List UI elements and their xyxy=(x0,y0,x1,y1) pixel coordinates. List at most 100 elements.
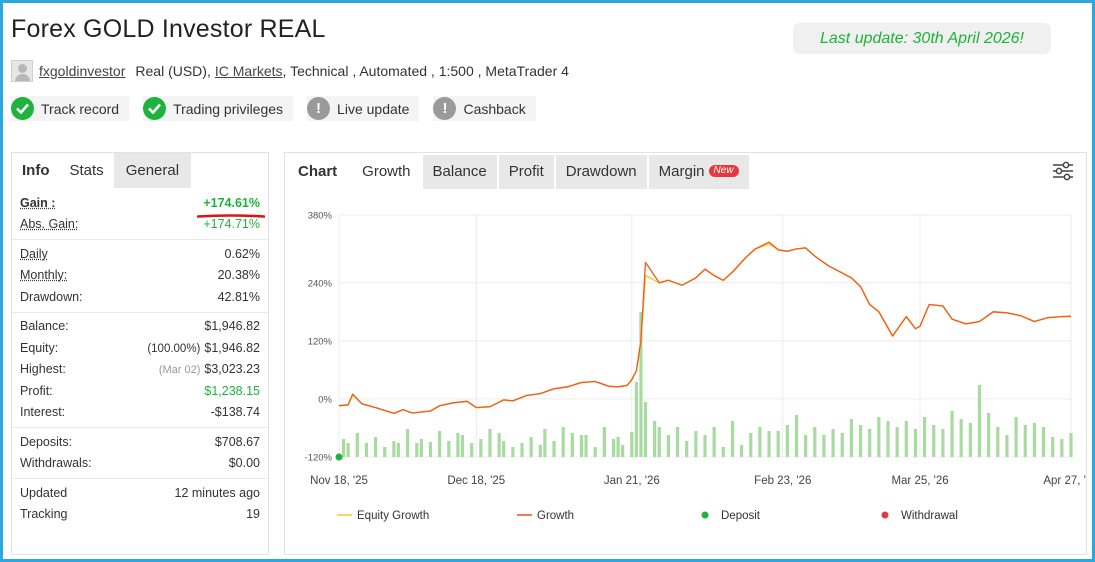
volume-bar xyxy=(543,429,547,457)
volume-bar xyxy=(822,435,826,457)
avatar[interactable] xyxy=(11,60,33,82)
tab-info[interactable]: Info xyxy=(12,153,60,188)
volume-bar xyxy=(712,427,716,457)
tab-balance[interactable]: Balance xyxy=(422,155,497,189)
x-tick-label: Nov 18, '25 xyxy=(310,475,368,487)
y-tick-label: -120% xyxy=(305,453,333,464)
volume-bar xyxy=(987,413,991,457)
tab-growth[interactable]: Growth xyxy=(352,155,421,189)
tab-chart[interactable]: Chart xyxy=(285,155,351,189)
exclamation-circle-icon: ! xyxy=(307,97,331,120)
badge-label: Track record xyxy=(41,100,120,117)
badge-cashback[interactable]: ! Cashback xyxy=(433,96,536,121)
volume-bar xyxy=(868,429,872,457)
verification-badges: Track record Trading privileges ! Live u… xyxy=(11,96,536,121)
volume-bar xyxy=(355,433,359,457)
badge-label: Cashback xyxy=(463,100,526,117)
volume-bar xyxy=(634,382,638,457)
volume-bar xyxy=(813,427,817,457)
chart-panel: Chart Growth Balance Profit Drawdown Mar… xyxy=(284,152,1087,555)
stats-panel: Info Stats General Gain : +174.61% Abs. … xyxy=(11,152,269,555)
volume-bar xyxy=(877,417,881,457)
volume-bar xyxy=(621,445,625,457)
volume-bar xyxy=(923,417,927,457)
stat-deposits: Deposits: $708.67 xyxy=(12,431,268,453)
badge-trading-privileges[interactable]: Trading privileges xyxy=(143,96,294,121)
badge-track-record[interactable]: Track record xyxy=(11,96,130,121)
stat-label: Balance: xyxy=(20,319,69,334)
stat-label[interactable]: Gain : xyxy=(20,195,56,210)
stat-label[interactable]: Abs. Gain: xyxy=(20,217,79,232)
volume-bar xyxy=(703,435,707,457)
badge-live-update[interactable]: ! Live update xyxy=(307,96,420,121)
volume-bar xyxy=(346,443,350,457)
stat-label: Deposits: xyxy=(20,434,73,449)
stat-value: $1,946.82 xyxy=(204,319,260,334)
volume-bar xyxy=(1032,423,1036,457)
stats-tabs: Info Stats General xyxy=(12,153,268,188)
volume-bar xyxy=(675,427,680,457)
volume-bar xyxy=(858,425,863,457)
volume-bar xyxy=(913,429,918,457)
tab-drawdown[interactable]: Drawdown xyxy=(555,155,647,189)
volume-bar xyxy=(479,439,483,457)
equity-percent: (100.00%) xyxy=(147,342,201,355)
broker-link[interactable]: IC Markets xyxy=(214,63,283,79)
stat-label: Tracking xyxy=(20,507,68,522)
page-title: Forex GOLD Investor REAL xyxy=(11,15,326,43)
tab-margin[interactable]: Margin New xyxy=(648,155,749,189)
volume-bar xyxy=(685,441,689,457)
volume-bar xyxy=(653,421,657,457)
volume-bar xyxy=(895,427,899,457)
volume-bar xyxy=(849,419,853,457)
stat-label: Profit: xyxy=(20,383,53,398)
stat-value: -$138.74 xyxy=(210,405,260,420)
volume-bar xyxy=(602,427,606,457)
legend-swatch xyxy=(881,511,889,519)
tab-general[interactable]: General xyxy=(113,153,192,188)
gain-group: Gain : +174.61% Abs. Gain: +174.71% xyxy=(12,188,268,239)
growth-chart: 380% 240% 120% 0% -120% Nov 18, '25 Dec 18, '2… xyxy=(305,211,1086,523)
stat-profit: Profit: $1,238.15 xyxy=(12,380,268,402)
legend-label: Growth xyxy=(537,510,574,522)
volume-bar xyxy=(447,441,451,457)
growth-line xyxy=(338,241,1072,415)
volume-bar xyxy=(630,432,634,457)
stat-equity: Equity: (100.00%) $1,946.82 xyxy=(12,337,268,359)
volume-bar xyxy=(428,442,433,457)
volume-bar xyxy=(776,431,780,457)
stat-value: 19 xyxy=(246,507,260,522)
rates-group: Daily 0.62% Monthly: 20.38% Drawdown: 42… xyxy=(12,239,268,312)
volume-bar xyxy=(666,435,670,457)
stat-value-wrap: (Mar 02) $3,023.23 xyxy=(159,362,260,376)
volume-bar xyxy=(1069,433,1073,457)
stat-label: Withdrawals: xyxy=(20,456,92,471)
volume-bar xyxy=(538,445,542,457)
tab-stats[interactable]: Stats xyxy=(59,153,114,188)
stat-value: $3,023.23 xyxy=(204,362,260,377)
username-link[interactable]: fxgoldinvestor xyxy=(39,63,126,79)
volume-bar xyxy=(579,435,584,457)
stat-label: Equity: xyxy=(20,340,59,355)
stat-value: $0.00 xyxy=(228,456,260,471)
volume-bar xyxy=(785,425,789,457)
stat-label: Drawdown: xyxy=(20,289,83,304)
volume-bar xyxy=(593,447,597,457)
volume-bar xyxy=(794,415,799,457)
stat-label[interactable]: Daily xyxy=(20,246,48,261)
tab-profit[interactable]: Profit xyxy=(498,155,554,189)
volume-bar xyxy=(639,312,643,457)
volume-bar xyxy=(364,443,369,457)
volume-bar xyxy=(520,443,524,457)
volume-bar xyxy=(730,421,735,457)
exclamation-circle-icon: ! xyxy=(433,97,457,120)
stat-value: 0.62% xyxy=(224,246,260,261)
sliders-icon[interactable] xyxy=(1052,161,1074,181)
stat-gain: Gain : +174.61% xyxy=(12,192,268,214)
volume-bar xyxy=(502,441,506,457)
volume-bar xyxy=(611,439,616,457)
volume-bar xyxy=(341,439,346,457)
stat-label[interactable]: Monthly: xyxy=(20,268,68,283)
stat-value: $1,946.82 xyxy=(204,340,260,355)
volume-bar xyxy=(1051,437,1055,457)
